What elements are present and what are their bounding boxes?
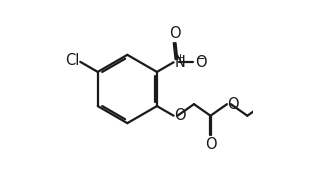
Text: O: O (169, 26, 181, 41)
Text: N: N (174, 55, 185, 70)
Text: O: O (174, 108, 186, 123)
Text: O: O (227, 97, 239, 112)
Text: O: O (205, 137, 216, 152)
Text: O: O (195, 55, 207, 70)
Text: +: + (176, 53, 185, 63)
Text: −: − (196, 54, 205, 64)
Text: Cl: Cl (65, 53, 80, 69)
